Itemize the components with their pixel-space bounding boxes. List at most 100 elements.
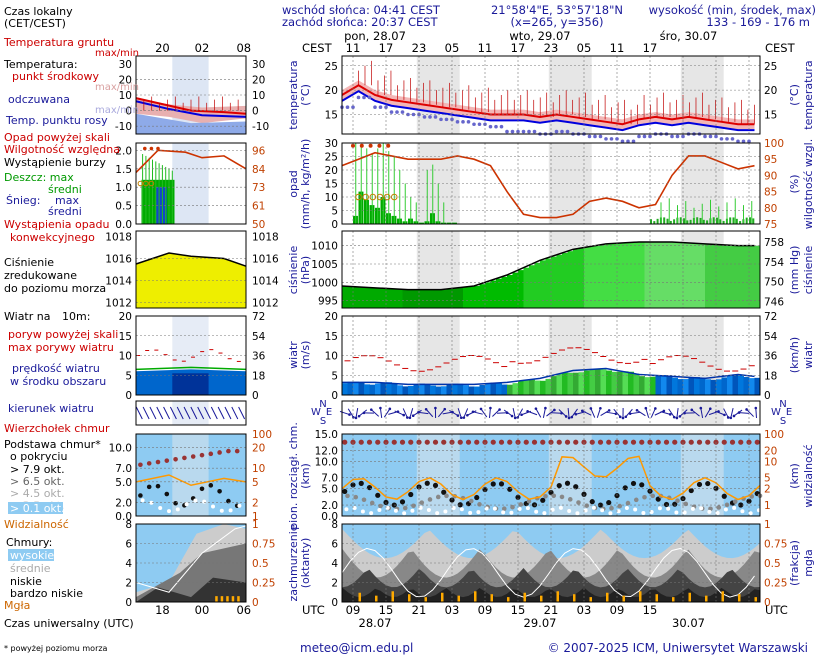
cloud-base-dot: [630, 480, 637, 487]
rain-bar-late: [669, 220, 672, 224]
legend-temp-panel: [135, 55, 247, 135]
legend-soil-temp: Temperatura gruntu: [3, 36, 114, 49]
pressure-strip: [743, 245, 750, 308]
pressure-strip: [573, 249, 579, 308]
dew-point-dot: [593, 134, 597, 139]
legend-w-tick-right: 0: [252, 390, 259, 402]
pressure-strip: [523, 267, 530, 308]
dew-point-dot: [433, 115, 438, 119]
wind-arrow-head: [678, 415, 682, 418]
pressure-strip: [364, 287, 370, 308]
wind-strip: [353, 381, 359, 395]
cloud-top-dot: [366, 439, 373, 445]
dew-point-dot: [521, 129, 526, 134]
wind-strip: [501, 384, 508, 395]
rain-bar-late: [735, 218, 738, 224]
wind-arrow: [497, 412, 508, 414]
dew-point-dot: [598, 134, 603, 139]
legend-storm-circle: [148, 180, 155, 187]
dew-point-dot: [466, 120, 471, 124]
wind-strip: [540, 380, 546, 395]
cloud-base-dot-grey: [427, 497, 433, 502]
dew-point-dot: [609, 137, 614, 141]
pressure-strip: [512, 272, 519, 308]
cloud-top-dot: [672, 439, 678, 445]
wind-arrow: [383, 408, 391, 418]
hour-bottom: 09: [478, 603, 493, 617]
legend-cb-panel: [135, 433, 247, 517]
wind-arrow: [571, 408, 578, 418]
cloud-top-dot: [342, 439, 348, 445]
fog-bar: [688, 592, 691, 602]
wind-unit: (m/s): [299, 341, 312, 370]
legend-wind-speed: prędkość wiatru: [12, 362, 100, 375]
humid-tick-right: 85: [764, 187, 777, 199]
cloud-base-dot-grey: [411, 503, 416, 509]
cloud-top-dot: [556, 439, 562, 445]
wind-strip: [446, 384, 453, 395]
wind-arrow-head: [668, 413, 672, 416]
legend-wind-dark: [172, 373, 209, 395]
rain-bar-late: [683, 218, 685, 224]
fog-bar: [721, 591, 724, 602]
pressure-title: ciśnienie: [287, 246, 300, 295]
legend-cloud-base: Podstawa chmur*: [4, 438, 101, 451]
wind-arrow: [339, 410, 350, 416]
pressure-strip: [430, 289, 436, 308]
legend-cloud-base-white: [149, 500, 154, 505]
pressure-strip: [650, 242, 656, 308]
pressure-strip: [721, 244, 728, 308]
cloud-base-dot-grey: [642, 494, 647, 500]
sunset-text: zachód słońca: 20:37 CEST: [282, 15, 439, 29]
legend-local-time-zone: (CET/CEST): [4, 17, 66, 30]
wind-arrow-head: [570, 415, 574, 419]
cb-tick-left: 5.0: [321, 484, 338, 496]
cloudbase-title: pion. rozciągł. chm.: [287, 422, 300, 530]
cloud-top-dot: [564, 439, 571, 445]
wind-strip: [424, 384, 431, 395]
legend-fog-bar: [215, 596, 218, 602]
dew-point-dot: [378, 105, 383, 109]
pressure-unit: (hPa): [299, 256, 312, 284]
cloud-base-dot-grey: [353, 494, 359, 500]
wind-arrow-head: [354, 416, 358, 420]
legend-cc-tick-right: 0: [252, 597, 259, 609]
cloud-base-dot-white: [649, 509, 654, 514]
wind-arrow: [379, 407, 383, 419]
legend-cloud-top-dot: [208, 451, 214, 457]
dew-point-dot: [648, 134, 652, 139]
pressure-strip: [386, 288, 392, 308]
wind-strip: [342, 383, 348, 395]
cloud-base-dot-white: [748, 511, 753, 516]
wind-strip: [419, 383, 425, 395]
dew-point-dot: [560, 129, 564, 134]
fog-bar: [507, 597, 510, 602]
legend-rain: Deszcz: max: [4, 171, 74, 184]
dew-point-dot: [747, 139, 751, 144]
wind-strip: [452, 383, 458, 395]
wind-arrow-head: [362, 411, 366, 415]
wind-arrow: [492, 409, 500, 417]
dew-point-dot: [450, 117, 454, 122]
cloud-base-dot-white: [591, 505, 596, 510]
cb-tick-left: 2.0: [321, 500, 338, 512]
cloud-base-dot: [375, 492, 381, 498]
precip-tick-left: 30: [325, 138, 338, 150]
wind-arrow-head: [466, 413, 469, 417]
legend-okt79: > 7.9 okt.: [10, 463, 65, 476]
legend-cloud-base-dot: [155, 483, 161, 489]
wind-arrow-head: [443, 407, 447, 411]
pressure-strip: [606, 243, 612, 308]
cloud-base-dot: [688, 487, 694, 494]
pressure-strip: [699, 243, 706, 308]
wind-strip: [589, 368, 596, 395]
cloud-top-dot: [432, 439, 439, 445]
legend-cloud-base-white: [211, 504, 215, 509]
cloud-line-white: [341, 547, 755, 598]
cloud-base-dot: [449, 497, 455, 503]
cloud-base-dot-white: [509, 510, 514, 515]
precip-above-dot: [377, 143, 382, 148]
wind-arrow: [442, 411, 453, 415]
wind-strip: [650, 376, 656, 395]
wind-arrow-head: [635, 408, 639, 412]
